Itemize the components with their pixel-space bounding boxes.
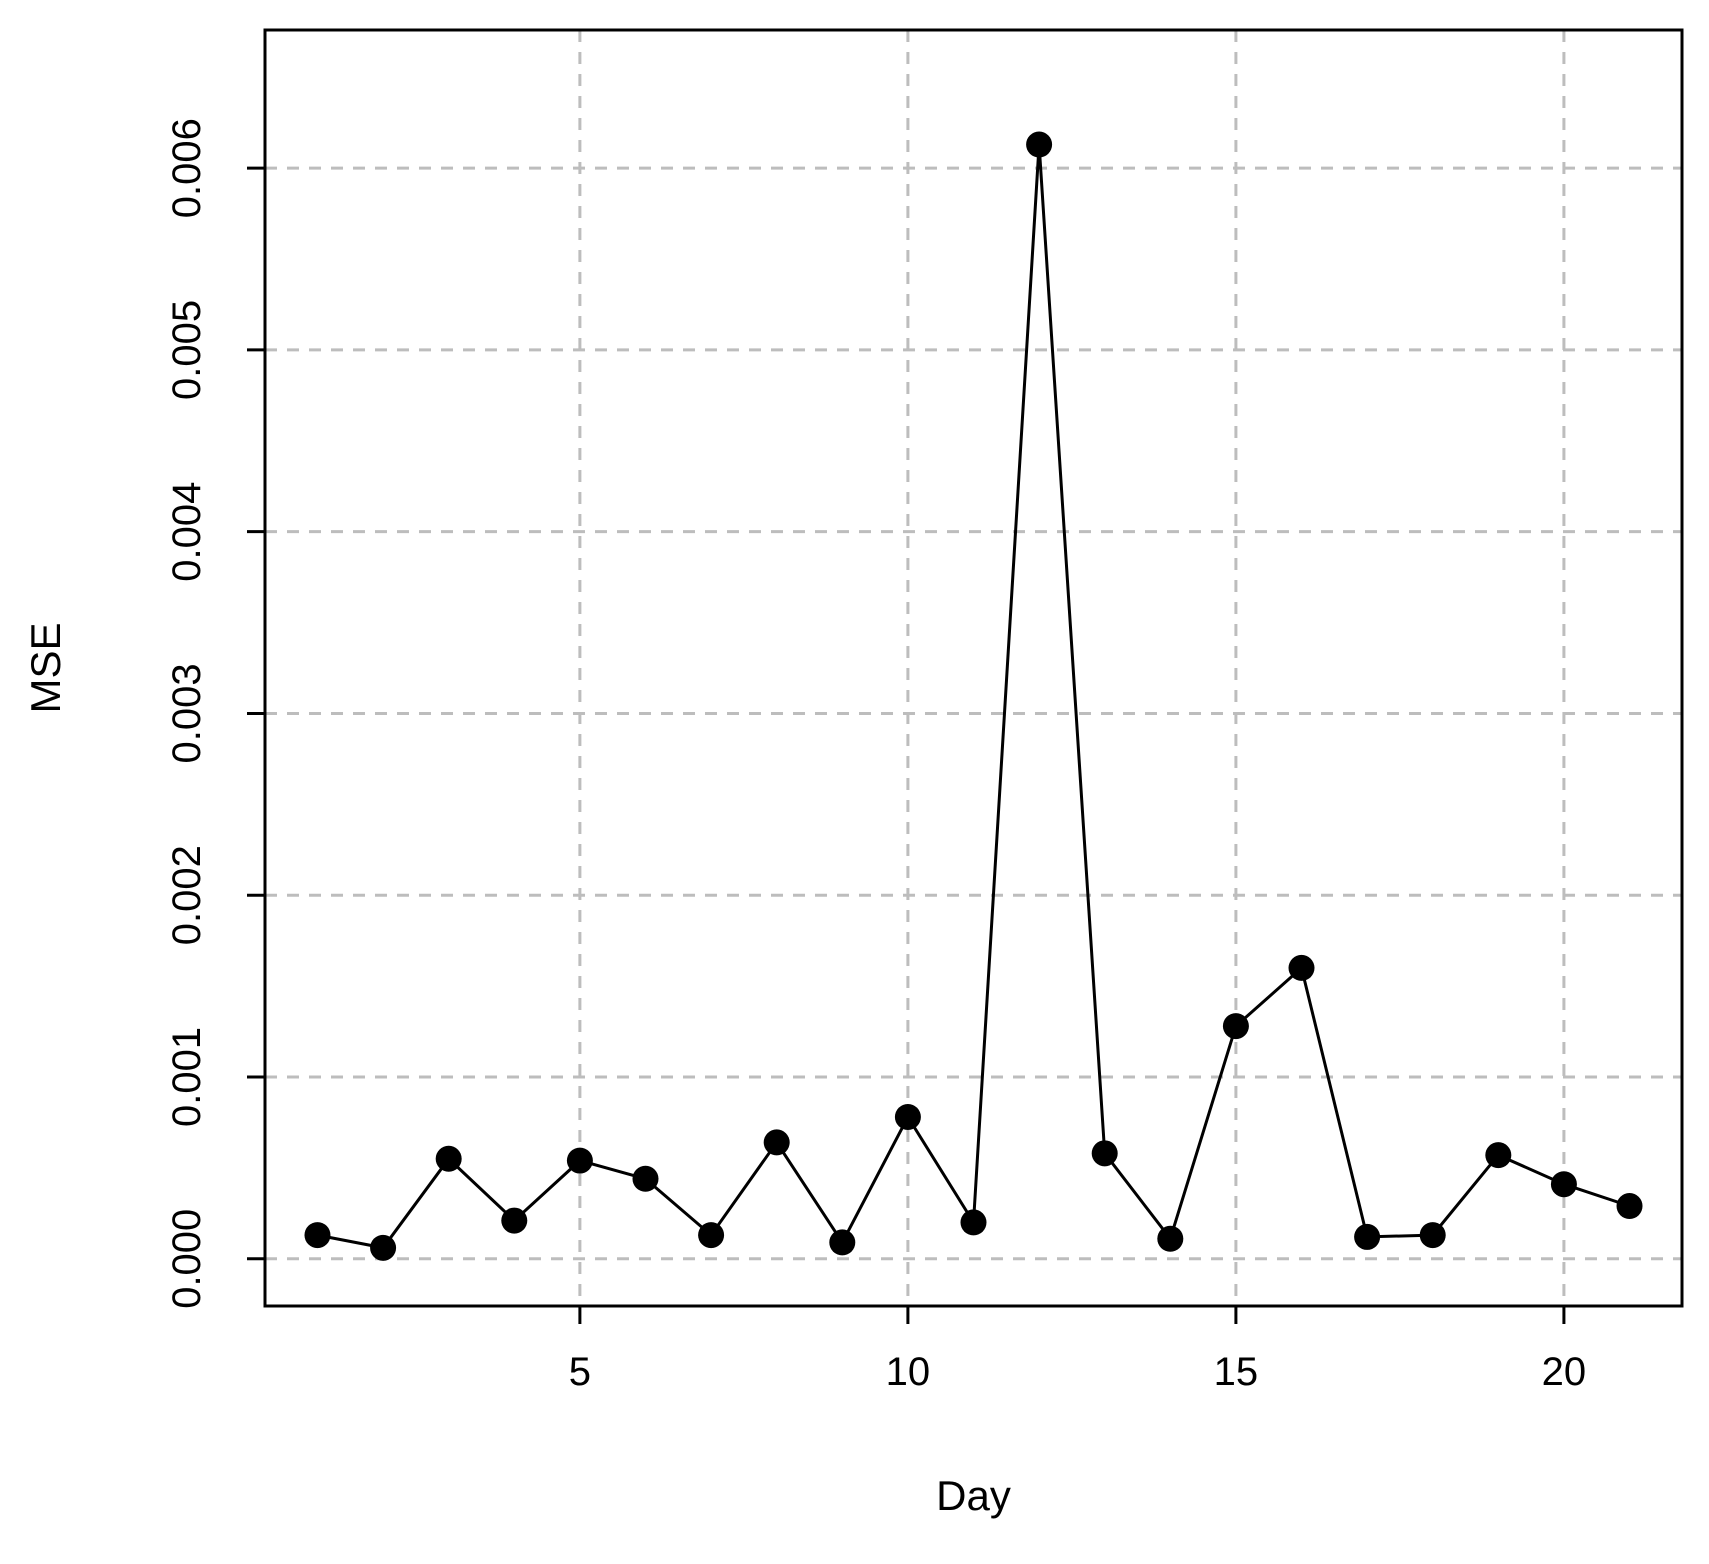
- x-axis: 5 10 15 20: [569, 1306, 1586, 1394]
- x-tick-label: 5: [569, 1350, 591, 1394]
- series-mse: [304, 131, 1643, 1261]
- y-tick-label: 0.000: [165, 1209, 209, 1309]
- data-point: [960, 1209, 987, 1236]
- y-tick-label: 0.002: [165, 845, 209, 945]
- data-point: [1288, 954, 1315, 981]
- x-tick-label: 20: [1542, 1350, 1587, 1394]
- data-point: [1616, 1193, 1643, 1220]
- data-point: [1419, 1222, 1446, 1249]
- data-point: [763, 1129, 790, 1156]
- data-point: [894, 1103, 921, 1130]
- data-point: [829, 1229, 856, 1256]
- x-axis-title: Day: [936, 1472, 1011, 1519]
- data-point: [632, 1165, 659, 1192]
- data-point: [435, 1145, 462, 1172]
- y-tick-label: 0.005: [165, 300, 209, 400]
- data-point: [698, 1222, 725, 1249]
- data-point: [370, 1234, 397, 1261]
- data-point: [1026, 131, 1053, 158]
- series-line: [317, 144, 1630, 1250]
- data-point: [1550, 1171, 1577, 1198]
- data-point: [1485, 1142, 1512, 1169]
- data-point: [1222, 1013, 1249, 1040]
- data-point: [1157, 1225, 1184, 1252]
- y-tick-label: 0.006: [165, 118, 209, 218]
- y-tick-label: 0.003: [165, 663, 209, 763]
- data-point: [566, 1147, 593, 1174]
- x-tick-label: 10: [886, 1350, 931, 1394]
- y-axis: 0.000 0.001 0.002 0.003 0.004 0.005 0.006: [165, 118, 265, 1309]
- data-point: [1091, 1140, 1118, 1167]
- data-point: [304, 1222, 331, 1249]
- data-point: [501, 1207, 528, 1234]
- grid: [265, 30, 1682, 1306]
- y-tick-label: 0.004: [165, 482, 209, 582]
- plot-frame: [263, 28, 1684, 1308]
- y-tick-label: 0.001: [165, 1027, 209, 1127]
- data-point: [1354, 1223, 1381, 1250]
- x-tick-label: 15: [1214, 1350, 1259, 1394]
- y-axis-title: MSE: [22, 622, 69, 713]
